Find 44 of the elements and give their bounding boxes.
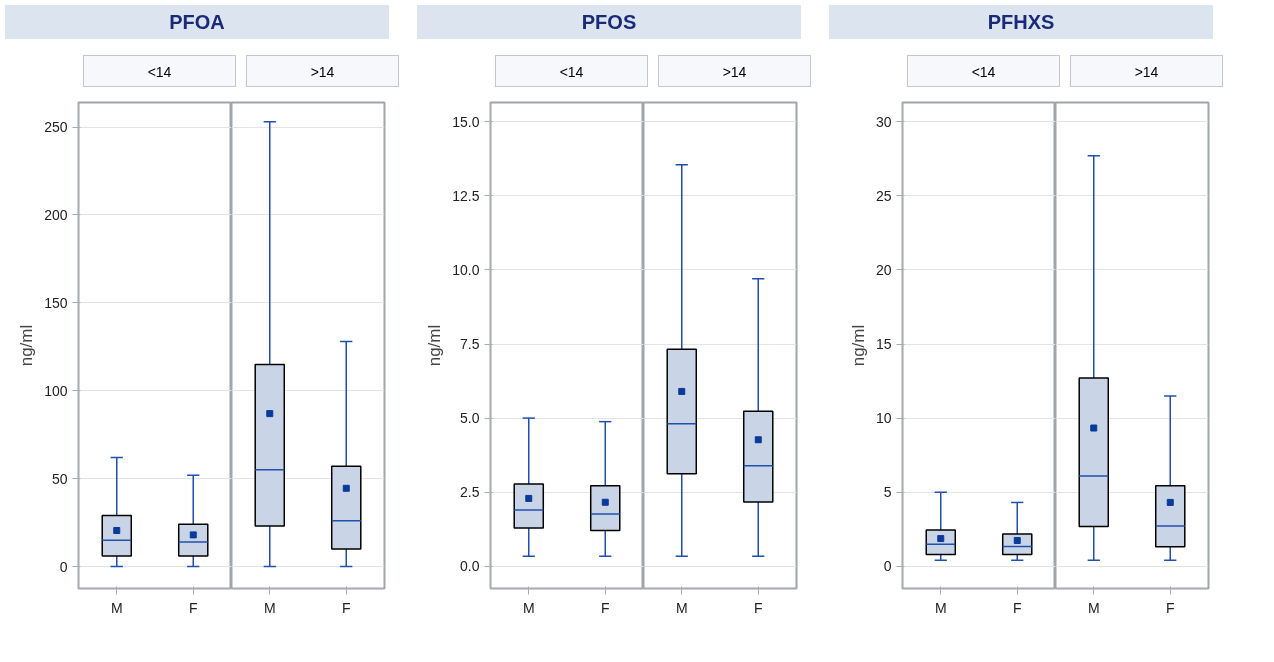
- y-tick-label: 0: [883, 558, 892, 575]
- x-tick-label: M: [934, 599, 947, 616]
- text: <14: [147, 63, 172, 82]
- x-tick-label: F: [753, 599, 763, 616]
- x-tick-label: F: [1165, 599, 1175, 616]
- y-tick-label: 7.5: [460, 336, 480, 353]
- chart-title: PFOA: [169, 10, 225, 35]
- y-tick-label: 25: [875, 187, 892, 204]
- y-tick-label: 150: [44, 294, 68, 311]
- text: >14: [1134, 63, 1159, 82]
- y-tick-label: 0.0: [460, 558, 480, 575]
- y-tick-label: 200: [44, 206, 68, 223]
- y-tick-label: 5.0: [460, 410, 480, 427]
- y-tick-label: 50: [51, 470, 68, 487]
- y-tick-label: 20: [875, 261, 892, 278]
- x-tick-label: F: [600, 599, 610, 616]
- y-tick-label: 5: [883, 484, 892, 501]
- chart-title: PFOS: [581, 10, 637, 35]
- x-tick-label: F: [188, 599, 198, 616]
- y-tick-label: 0: [59, 558, 68, 575]
- y-tick-label: 100: [44, 382, 68, 399]
- y-axis-title: ng/ml: [425, 324, 445, 367]
- text: >14: [310, 63, 335, 82]
- x-tick-label: M: [675, 599, 688, 616]
- y-tick-label: 15.0: [452, 113, 480, 130]
- x-tick-label: F: [1012, 599, 1022, 616]
- x-tick-label: M: [1087, 599, 1100, 616]
- y-axis-title: ng/ml: [17, 324, 37, 367]
- y-tick-label: 10: [875, 410, 892, 427]
- x-tick-label: M: [522, 599, 535, 616]
- y-tick-label: 250: [44, 119, 68, 136]
- y-tick-label: 2.5: [460, 484, 480, 501]
- y-axis-title: ng/ml: [848, 324, 868, 367]
- text: <14: [559, 63, 584, 82]
- x-tick-label: F: [341, 599, 351, 616]
- y-tick-label: 15: [875, 336, 892, 353]
- x-tick-label: M: [263, 599, 276, 616]
- chart-title: PFHXS: [987, 10, 1055, 35]
- y-tick-label: 10.0: [452, 261, 480, 278]
- x-tick-label: M: [110, 599, 123, 616]
- y-tick-label: 30: [875, 113, 892, 130]
- y-tick-label: 12.5: [452, 187, 480, 204]
- text: >14: [722, 63, 747, 82]
- text: <14: [971, 63, 996, 82]
